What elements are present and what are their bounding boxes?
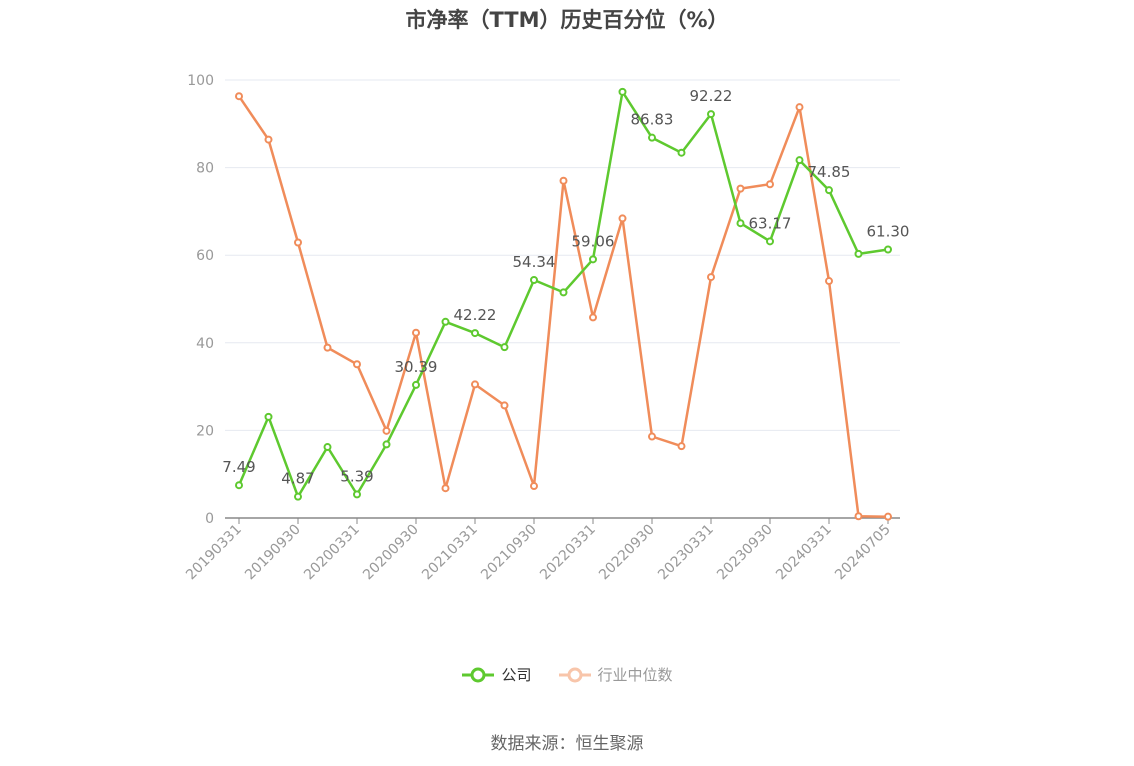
data-source: 数据来源：恒生聚源 (490, 734, 644, 754)
company-data-label: 7.49 (222, 458, 255, 476)
industry-point (559, 176, 568, 185)
legend-item-industry[interactable]: 行业中位数 (558, 664, 673, 685)
y-tick-label: 80 (196, 161, 214, 177)
industry-line (237, 95, 889, 518)
industry-point (707, 273, 715, 282)
industry-point (471, 380, 479, 389)
industry-point (589, 313, 597, 322)
grid-lines (225, 79, 900, 431)
x-tick-label: 20190331 (183, 522, 245, 584)
company-point (353, 490, 361, 499)
legend-company-label: 公司 (501, 666, 532, 684)
industry-point (854, 512, 863, 521)
company-data-label: 42.22 (454, 306, 497, 324)
x-tick-label: 20220930 (596, 522, 658, 584)
x-tick-label: 20220331 (537, 522, 599, 584)
y-tick-label: 20 (196, 423, 214, 439)
legend-item-company[interactable]: 公司 (461, 664, 532, 685)
company-point (382, 440, 391, 449)
data-labels: 7.49 4.87 5.39 30.39 42.22 54.34 59.06 86.83 92.… (222, 87, 909, 488)
chart-title: 市净率（TTM）历史百分位（%） (405, 8, 729, 32)
company-data-label: 92.22 (690, 87, 733, 105)
legend-industry-icon (558, 667, 591, 682)
company-point (294, 492, 302, 501)
y-tick-label: 0 (205, 511, 214, 527)
y-tick-label: 40 (196, 336, 214, 352)
industry-point (264, 135, 273, 144)
x-tick-label: 20200930 (360, 522, 422, 584)
company-data-label: 59.06 (572, 232, 615, 250)
y-tick-label: 100 (187, 73, 214, 89)
x-tick-label: 20210930 (478, 522, 540, 584)
industry-point (766, 180, 774, 189)
company-point (235, 481, 243, 490)
x-tick-label: 20230331 (655, 522, 717, 584)
company-data-label: 54.34 (513, 253, 556, 271)
industry-point (677, 442, 686, 451)
industry-point (736, 184, 745, 193)
legend-industry-label: 行业中位数 (597, 666, 673, 684)
legend-company-icon (462, 667, 495, 682)
axes: 0 20 40 60 80 100 2019033120190930202003312020… (183, 73, 900, 583)
company-point (530, 275, 538, 284)
x-tick-label: 20190930 (242, 522, 304, 584)
company-point (677, 148, 686, 157)
industry-point (441, 484, 450, 493)
industry-point (795, 103, 804, 112)
industry-point (412, 328, 420, 337)
company-point (795, 156, 804, 165)
industry-point (884, 512, 892, 521)
company-point (854, 249, 863, 258)
company-point (618, 87, 627, 96)
series (235, 87, 892, 521)
y-tick-label: 60 (196, 248, 214, 264)
company-point (559, 288, 568, 297)
company-point (471, 329, 479, 338)
company-data-label: 63.17 (749, 214, 792, 232)
company-point (264, 412, 273, 421)
company-data-label: 86.83 (631, 111, 674, 129)
x-tick-label: 20200331 (301, 522, 363, 584)
industry-point (323, 343, 332, 352)
legend: 公司 行业中位数 (0, 664, 1134, 685)
x-tick-label: 20230930 (714, 522, 776, 584)
industry-point (294, 238, 302, 247)
company-data-label: 74.85 (808, 163, 851, 181)
company-point (412, 380, 420, 389)
company-data-label: 5.39 (340, 467, 373, 485)
x-tick-label: 20240331 (773, 522, 835, 584)
industry-point (648, 432, 656, 441)
company-point (441, 317, 450, 326)
industry-point (618, 214, 627, 223)
industry-point (530, 482, 538, 491)
industry-point (353, 360, 361, 369)
company-point (736, 219, 745, 228)
industry-point (382, 426, 391, 435)
company-point (884, 245, 892, 254)
industry-point (500, 401, 509, 410)
company-point (323, 443, 332, 452)
company-point (589, 255, 597, 264)
x-tick-label: 20240705 (832, 522, 894, 584)
company-point (500, 343, 509, 352)
company-data-label: 30.39 (395, 358, 438, 376)
x-tick-label: 20210331 (419, 522, 481, 584)
company-point (707, 110, 715, 119)
company-point (648, 133, 656, 142)
company-data-label: 4.87 (281, 470, 314, 488)
industry-point (235, 92, 243, 101)
industry-point (825, 277, 833, 286)
company-point (825, 186, 833, 195)
company-data-label: 61.30 (867, 223, 910, 241)
company-point (766, 237, 774, 246)
